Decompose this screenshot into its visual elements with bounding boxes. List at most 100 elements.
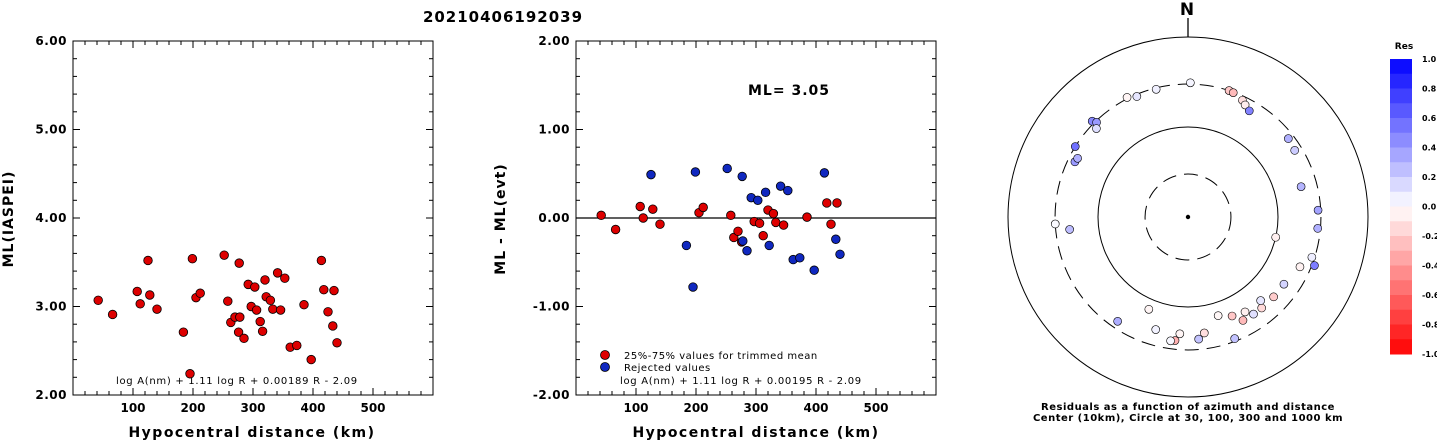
polar-caption-line-1: Residuals as a function of azimuth and d… (1041, 402, 1335, 413)
station-point (1227, 311, 1237, 321)
colorbar-swatch (1390, 162, 1412, 178)
y-tick-label: 6.00 (35, 34, 67, 48)
data-point (132, 286, 142, 297)
x-tick-label: 500 (360, 401, 385, 415)
data-point (255, 316, 265, 327)
data-point (260, 275, 270, 285)
colorbar-tick-label: -0.6 (1422, 291, 1437, 300)
data-point (280, 273, 290, 283)
y-tick-label: 3.00 (35, 300, 67, 314)
ring-30km (1144, 173, 1232, 261)
legend-marker-trimmed (600, 350, 610, 360)
colorbar-swatch (1390, 250, 1412, 266)
colorbar-swatch (1390, 324, 1412, 340)
station-point (1065, 225, 1074, 234)
data-point (107, 309, 118, 320)
station-point (1213, 311, 1223, 320)
station-point (1166, 336, 1175, 346)
data-point (187, 254, 198, 264)
data-point (754, 218, 765, 229)
azimuth-residual-plot (1007, 18, 1369, 398)
station-point (1070, 142, 1080, 151)
data-point (233, 327, 244, 337)
data-point (93, 295, 103, 306)
data-point (328, 321, 338, 331)
colorbar-tick-label: -0.2 (1422, 232, 1437, 241)
data-point (783, 185, 793, 196)
y-tick-label: 1.00 (538, 123, 570, 137)
x-tick-label: 200 (180, 401, 205, 415)
colorbar-swatch (1390, 59, 1412, 75)
y-tick-label: -1.00 (533, 300, 570, 314)
data-point (655, 219, 665, 229)
legend-label-trimmed: 25%-75% values for trimmed mean (624, 351, 818, 362)
data-point (795, 253, 805, 263)
data-point (272, 268, 283, 278)
x-tick-label: 400 (300, 401, 325, 415)
colorbar-tick-label: 1.0 (1422, 55, 1437, 64)
station-point (1240, 100, 1250, 110)
station-point (1175, 329, 1185, 339)
data-point (185, 369, 195, 379)
colorbar-tick-label: 0.2 (1422, 173, 1436, 182)
data-point (275, 305, 286, 315)
data-point (219, 250, 229, 260)
y-tick-label: 0.00 (538, 211, 570, 225)
colorbar-swatch (1390, 221, 1412, 237)
colorbar-swatch (1390, 295, 1412, 311)
data-point (306, 354, 316, 365)
data-point (738, 236, 748, 246)
data-point (152, 304, 162, 314)
station-point (1199, 328, 1209, 338)
x-axis-label: Hypocentral distance (km) (632, 425, 879, 441)
data-point (648, 204, 658, 214)
data-point (145, 290, 155, 300)
data-point (251, 305, 262, 315)
x-tick-label: 300 (743, 401, 768, 415)
data-point (638, 213, 648, 223)
colorbar-tick-label: -0.4 (1422, 262, 1437, 271)
colorbar-swatch (1390, 206, 1412, 222)
ring-100km (1097, 126, 1279, 308)
data-point (775, 181, 786, 191)
data-point (257, 326, 268, 336)
x-tick-label: 100 (623, 401, 648, 415)
data-point (826, 219, 836, 229)
data-point (223, 296, 233, 306)
data-point (832, 198, 842, 208)
data-point (698, 202, 708, 213)
data-point (329, 285, 339, 296)
residual-distance-chart: ML - ML(evt) Hypocentral distance (km) M… (493, 34, 937, 441)
colorbar-swatch (1390, 147, 1412, 163)
colorbar-swatch (1390, 88, 1412, 104)
y-tick-label: 4.00 (35, 211, 67, 225)
colorbar-tick-label: -0.8 (1422, 321, 1437, 330)
colorbar-swatch (1390, 73, 1412, 89)
station-point (1238, 316, 1248, 325)
colorbar-tick-label: 0.8 (1422, 85, 1437, 94)
colorbar-swatch (1390, 191, 1412, 207)
ml-annotation: ML= 3.05 (748, 83, 830, 99)
station-point (1122, 93, 1132, 102)
data-point (819, 168, 830, 178)
colorbar-swatch (1390, 177, 1412, 193)
data-point (771, 217, 781, 228)
data-point (265, 295, 276, 306)
station-point (1240, 307, 1250, 317)
legend-label-rejected: Rejected values (624, 363, 711, 374)
colorbar-swatch (1390, 265, 1412, 281)
x-tick-label: 300 (240, 401, 265, 415)
data-point (802, 212, 812, 222)
x-tick-label: 500 (863, 401, 888, 415)
chart-title: 20210406192039 (422, 8, 584, 26)
data-point (316, 255, 327, 266)
epicenter-dot (1185, 214, 1191, 220)
data-point (831, 234, 841, 244)
data-point (195, 288, 205, 298)
data-point (778, 220, 789, 230)
data-point (319, 284, 329, 295)
y-axis-label: ML - ML(evt) (493, 163, 509, 274)
data-point (234, 258, 244, 268)
y-tick-label: 5.00 (35, 123, 67, 137)
data-point (809, 265, 819, 275)
